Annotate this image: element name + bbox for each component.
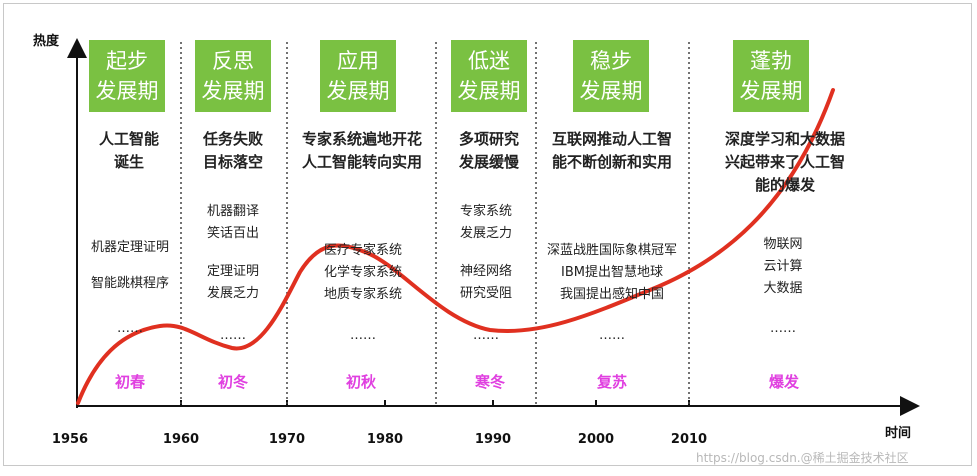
phase-title-line: 发展期: [326, 79, 390, 103]
ellipsis: ……: [599, 328, 625, 343]
event-item: 化学专家系统: [323, 265, 402, 280]
event-item: 定理证明: [206, 264, 259, 279]
event-item: IBM提出智慧地球: [561, 265, 663, 280]
phase-description: 任务失败 目标落空: [193, 128, 273, 174]
year-label: 2000: [577, 432, 615, 447]
phase-title-box: 稳步 发展期: [573, 40, 649, 112]
description-line: 兴起带来了人工智: [724, 153, 845, 171]
event-item: 医疗专家系统: [323, 243, 402, 258]
year-label: 1970: [268, 432, 306, 447]
event-item: 专家系统: [459, 204, 512, 219]
event-item: 智能跳棋程序: [90, 276, 169, 291]
phase-description: 多项研究 发展缓慢: [446, 128, 532, 174]
description-line: 能的爆发: [754, 176, 815, 194]
phase-title-box: 反思 发展期: [195, 40, 271, 112]
description-line: 发展缓慢: [458, 153, 519, 171]
phase-events: 机器定理证明 智能跳棋程序: [80, 237, 180, 295]
phase-title-line: 稳步: [590, 49, 632, 73]
phase-title-line: 发展期: [95, 79, 159, 103]
phase-events: 机器翻译 笑话百出 定理证明 发展乏力: [193, 201, 273, 305]
event-item: 发展乏力: [206, 286, 259, 301]
season-label: 初冬: [217, 373, 249, 391]
description-line: 人工智能转向实用: [301, 153, 422, 171]
phase-title-line: 发展期: [201, 79, 265, 103]
event-item: 发展乏力: [459, 226, 512, 241]
event-item: 神经网络: [459, 264, 512, 279]
y-axis-label: 热度: [33, 34, 60, 49]
phase-title-line: 起步: [106, 49, 148, 73]
event-item: 大数据: [763, 281, 803, 296]
phase-title-line: 反思: [212, 49, 254, 73]
ellipsis: ……: [117, 321, 143, 336]
description-line: 多项研究: [458, 130, 519, 148]
description-line: 专家系统遍地开花: [301, 130, 422, 148]
year-label: 1980: [366, 432, 404, 447]
phase-title-line: 应用: [337, 49, 379, 73]
phase-events: 物联网 云计算 大数据: [735, 234, 831, 300]
phase-title-line: 发展期: [579, 79, 643, 103]
phase-events: 医疗专家系统 化学专家系统 地质专家系统: [305, 240, 421, 306]
phase-title-line: 蓬勃: [750, 49, 792, 73]
figure-frame: [3, 3, 972, 466]
event-item: 地质专家系统: [323, 287, 402, 302]
phase-description: 专家系统遍地开花 人工智能转向实用: [290, 128, 434, 174]
event-item: 研究受阻: [459, 286, 512, 301]
phase-title-box: 应用 发展期: [320, 40, 396, 112]
ellipsis: ……: [220, 328, 246, 343]
year-label: 1960: [162, 432, 200, 447]
phase-title-line: 发展期: [457, 79, 521, 103]
phase-title-box: 蓬勃 发展期: [733, 40, 809, 112]
phase-events: 专家系统 发展乏力 神经网络 研究受阻: [446, 201, 526, 305]
phase-title-line: 发展期: [739, 79, 803, 103]
event-item: 物联网: [763, 237, 803, 252]
event-item: 深蓝战胜国际象棋冠军: [546, 243, 677, 258]
x-axis-label: 时间: [885, 426, 912, 441]
phase-description: 人工智能 诞生: [89, 128, 169, 174]
phase-events: 深蓝战胜国际象棋冠军 IBM提出智慧地球 我国提出感知中国: [538, 240, 686, 306]
description-line: 目标落空: [202, 153, 263, 171]
event-item: 笑话百出: [206, 226, 259, 241]
watermark: https://blog.csdn.@稀土掘金技术社区: [696, 451, 909, 465]
year-label: 1990: [474, 432, 512, 447]
phase-dividers: [180, 42, 690, 404]
phase-title-box: 起步 发展期: [89, 40, 165, 112]
description-line: 能不断创新和实用: [551, 153, 672, 171]
event-item: 我国提出感知中国: [559, 287, 664, 302]
season-label: 初秋: [345, 373, 377, 391]
year-label: 2010: [670, 432, 708, 447]
description-line: 任务失败: [202, 130, 263, 148]
phase-description: 深度学习和大数据 兴起带来了人工智 能的爆发: [710, 128, 860, 197]
season-label: 爆发: [768, 373, 800, 391]
description-line: 诞生: [113, 153, 144, 171]
description-line: 深度学习和大数据: [724, 130, 845, 148]
ellipsis: ……: [770, 321, 796, 336]
year-label: 1956: [51, 432, 89, 447]
description-line: 人工智能: [98, 130, 159, 148]
event-item: 云计算: [763, 259, 803, 274]
season-label: 寒冬: [474, 373, 506, 391]
phase-description: 互联网推动人工智 能不断创新和实用: [540, 128, 684, 174]
event-item: 机器翻译: [206, 204, 259, 219]
season-label: 复苏: [596, 373, 628, 391]
season-label: 初春: [114, 373, 146, 391]
ellipsis: ……: [473, 328, 499, 343]
ellipsis: ……: [350, 328, 376, 343]
phase-title-box: 低迷 发展期: [451, 40, 527, 112]
event-item: 机器定理证明: [90, 240, 169, 255]
phase-title-line: 低迷: [468, 49, 510, 73]
description-line: 互联网推动人工智: [551, 130, 672, 148]
heat-curve: [76, 88, 835, 405]
